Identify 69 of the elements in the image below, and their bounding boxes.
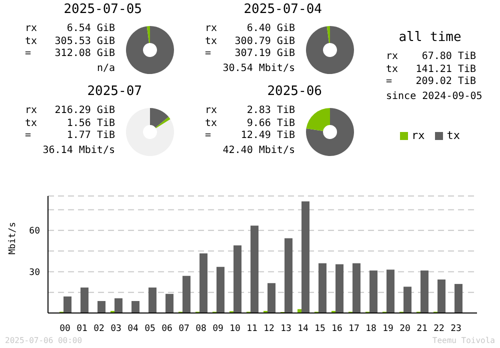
text: rx bbox=[386, 51, 398, 64]
text: = bbox=[205, 48, 212, 60]
text: rx bbox=[25, 23, 38, 36]
text: n/a bbox=[96, 62, 115, 76]
x-tick-label: 09 bbox=[212, 324, 224, 334]
x-tick-label: 04 bbox=[128, 324, 138, 334]
x-tick-label: 15 bbox=[314, 324, 326, 334]
chart-title: 2025-06 bbox=[267, 84, 322, 99]
text: 9.66 TiB bbox=[246, 118, 295, 130]
text: 6.54 GiB bbox=[66, 23, 115, 36]
text: = bbox=[205, 130, 212, 142]
text: tx bbox=[25, 36, 38, 48]
text: 312.08 GiB bbox=[54, 48, 115, 60]
text: tx bbox=[386, 64, 398, 76]
text: all time bbox=[398, 30, 462, 45]
x-tick-label: 19 bbox=[382, 324, 394, 334]
x-tick-label: 00 bbox=[60, 324, 70, 334]
x-tick-label: 21 bbox=[416, 324, 428, 334]
x-tick-label: 03 bbox=[110, 324, 122, 334]
x-tick-label: 05 bbox=[144, 324, 156, 334]
text: since 2024-09-05 bbox=[386, 90, 482, 104]
text: 209.02 TiB bbox=[416, 76, 476, 88]
y-tick-label: 60 bbox=[29, 226, 40, 237]
x-tick-label: 17 bbox=[348, 324, 360, 334]
x-tick-label: 11 bbox=[246, 324, 258, 334]
x-tick-label: 20 bbox=[400, 324, 410, 334]
text: tx bbox=[205, 118, 218, 130]
text: rx bbox=[205, 23, 218, 36]
text: 30.54 Mbit/s bbox=[222, 62, 295, 76]
x-tick-label: 08 bbox=[196, 324, 206, 334]
text: 307.19 GiB bbox=[234, 48, 295, 60]
text: 36.14 Mbit/s bbox=[42, 144, 115, 158]
x-tick-label: 18 bbox=[366, 324, 376, 334]
text: 2.83 TiB bbox=[246, 105, 295, 118]
text: rx bbox=[25, 105, 38, 118]
x-tick-label: 02 bbox=[94, 324, 104, 334]
x-tick-label: 16 bbox=[332, 324, 342, 334]
text: 6.40 GiB bbox=[246, 23, 295, 36]
text: 141.21 TiB bbox=[416, 64, 476, 76]
text: 300.79 GiB bbox=[234, 36, 295, 48]
x-tick-label: 13 bbox=[280, 324, 292, 334]
text: tx bbox=[25, 118, 38, 130]
x-tick-label: 10 bbox=[230, 324, 240, 334]
text: rx bbox=[205, 105, 218, 118]
legend-label: rx bbox=[412, 129, 425, 142]
x-tick-label: 06 bbox=[162, 324, 172, 334]
text: = bbox=[25, 130, 32, 142]
text: 216.29 GiB bbox=[54, 105, 115, 118]
x-tick-label: 12 bbox=[264, 324, 274, 334]
text: 305.53 GiB bbox=[54, 36, 115, 48]
x-tick-label: 23 bbox=[450, 324, 462, 334]
y-axis-title: Mbit/s bbox=[8, 222, 18, 254]
text: 42.40 Mbit/s bbox=[222, 144, 295, 158]
text: 67.80 TiB bbox=[422, 51, 476, 64]
x-tick-label: 14 bbox=[298, 324, 308, 334]
chart-title: 2025-07-04 bbox=[244, 2, 322, 17]
text: 1.77 TiB bbox=[66, 130, 115, 142]
x-tick-label: 22 bbox=[434, 324, 444, 334]
text: 1.56 TiB bbox=[66, 118, 115, 130]
x-tick-label: 01 bbox=[76, 324, 88, 334]
text: = bbox=[386, 76, 392, 88]
y-tick-label: 30 bbox=[29, 268, 40, 278]
chart-title: 2025-07 bbox=[87, 84, 142, 99]
legend-label: tx bbox=[446, 129, 460, 142]
x-tick-label: 07 bbox=[178, 324, 190, 334]
text: 12.49 TiB bbox=[240, 130, 295, 142]
chart-title: 2025-07-05 bbox=[64, 2, 142, 17]
text: tx bbox=[205, 36, 218, 48]
text: = bbox=[25, 48, 32, 60]
